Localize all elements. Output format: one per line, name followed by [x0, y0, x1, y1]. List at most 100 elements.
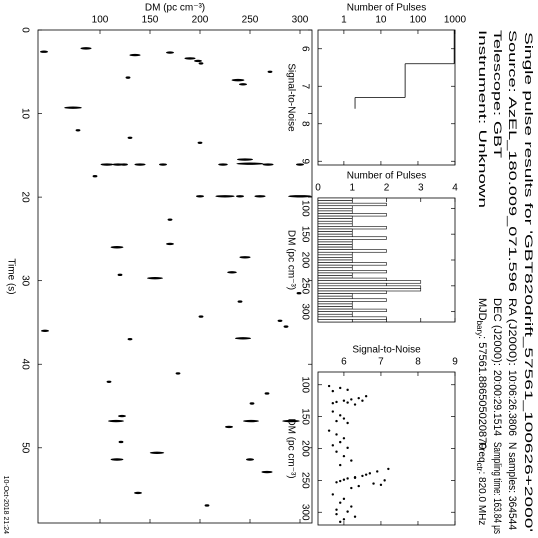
point: [361, 399, 364, 402]
pulse-marker: [166, 51, 174, 54]
histogram-bar: [317, 285, 422, 289]
point: [372, 482, 375, 485]
pulse-marker: [125, 76, 131, 79]
histogram-bar: [317, 218, 353, 222]
histogram-bar: [317, 270, 387, 274]
y-tick-label: 200: [192, 15, 209, 26]
point: [357, 396, 360, 400]
title: Single pulse results for 'GBT820drift_57…: [522, 32, 534, 532]
y-tick-label: 100: [410, 15, 427, 26]
histogram-bar: [317, 205, 353, 209]
ra-value: 10:06:26.3806: [506, 370, 518, 436]
point: [342, 454, 346, 458]
pulse-marker: [231, 78, 245, 82]
histogram-bar: [317, 319, 353, 323]
pulse-marker: [198, 315, 204, 318]
histogram-bar: [317, 228, 353, 232]
pulse-marker: [236, 162, 264, 165]
point: [339, 440, 342, 444]
pulse-marker: [75, 129, 81, 132]
y-tick-label: 6: [341, 357, 347, 368]
histogram-bar: [317, 254, 353, 258]
y-tick-label: 3: [418, 183, 424, 194]
histogram-bar: [317, 197, 353, 201]
point: [350, 505, 353, 508]
x-tick-label: 250: [299, 277, 310, 294]
point: [364, 395, 368, 398]
pulse-marker: [134, 163, 146, 166]
histogram-bar: [317, 316, 387, 320]
point: [346, 421, 349, 425]
pulse-marker: [41, 329, 49, 333]
x-axis-label: Time (s): [5, 258, 16, 294]
pulse-marker: [282, 419, 300, 423]
x-tick-label: 100: [299, 376, 310, 393]
point: [346, 388, 349, 392]
freq: Freqctr: 820.0 MHz: [475, 442, 487, 525]
point: [346, 401, 349, 404]
point: [387, 467, 390, 471]
histogram-bar: [317, 272, 353, 276]
ra-label: RA (J2000):: [506, 298, 518, 366]
pulse-marker: [196, 195, 204, 198]
point: [353, 476, 357, 480]
histogram-bar: [317, 239, 353, 243]
x-axis-label: DM (pc cm⁻³): [285, 230, 296, 290]
pulse-marker: [249, 402, 255, 405]
point: [335, 419, 338, 423]
histogram-bar: [317, 244, 353, 248]
pulse-marker: [267, 70, 273, 73]
pulse-marker: [147, 276, 163, 280]
histogram-bar: [317, 298, 387, 302]
point: [368, 472, 372, 475]
pulse-marker: [261, 470, 273, 474]
point: [335, 508, 338, 511]
y-axis-label: Signal-to-Noise: [352, 345, 421, 356]
n-samples: N samples: 364544: [506, 442, 518, 530]
point: [346, 446, 349, 450]
pulse-marker: [175, 372, 181, 375]
histogram-bar: [317, 249, 387, 253]
histogram-bar: [317, 264, 353, 269]
y-tick-label: 100: [92, 15, 109, 26]
point: [339, 414, 342, 417]
pulse-marker: [197, 141, 203, 145]
x-tick-label: 50: [19, 442, 30, 454]
pulse-marker: [204, 504, 210, 507]
histogram-bar: [317, 259, 353, 263]
pulse-marker: [166, 242, 174, 246]
histogram-bar: [317, 220, 353, 225]
x-tick-label: 10: [19, 108, 30, 120]
y-tick-label: 300: [292, 15, 309, 26]
histogram-bar: [317, 257, 353, 261]
landscape-page: Single pulse results for 'GBT820drift_57…: [2, 3, 534, 535]
pulse-marker: [92, 175, 98, 178]
x-tick-label: 20: [19, 192, 30, 204]
y-tick-label: 0: [315, 183, 321, 194]
x-tick-label: 30: [19, 275, 30, 287]
pulse-marker: [108, 419, 124, 423]
point: [335, 512, 338, 516]
instrument: Instrument: Unknown: [476, 30, 488, 208]
freq-value: : 820.0 MHz: [476, 471, 487, 525]
point: [335, 450, 338, 453]
pulse-marker: [106, 380, 112, 383]
source: Source: AzEL_180.009_071.596: [506, 30, 518, 292]
histogram-bar: [317, 246, 353, 250]
pulse-marker: [100, 163, 114, 166]
freq-label: Freq: [476, 442, 487, 463]
point: [350, 459, 353, 462]
dec-label: DEC (J2000):: [491, 298, 503, 366]
x-tick-label: 250: [299, 472, 310, 489]
point: [350, 398, 353, 401]
pulse-marker: [288, 195, 312, 198]
y-tick-label: 9: [452, 357, 458, 368]
y-axis-label: Number of Pulses: [347, 3, 426, 14]
point: [346, 510, 349, 513]
y-tick-label: 8: [415, 357, 421, 368]
x-tick-label: 300: [299, 504, 310, 521]
sampling-time: Sampling time: 163.84 μs: [491, 442, 503, 534]
histogram-bar: [317, 200, 353, 204]
